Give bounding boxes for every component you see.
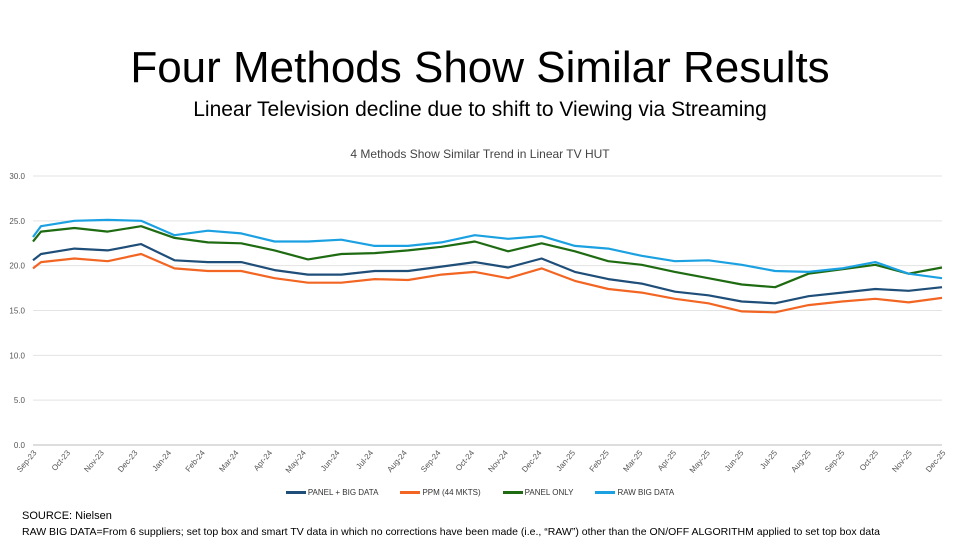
x-tick-label: Dec-25 xyxy=(924,448,948,474)
page-title: Four Methods Show Similar Results xyxy=(130,43,830,92)
legend-item: PPM (44 MKTS) xyxy=(400,488,481,497)
x-tick-label: Aug-25 xyxy=(789,448,813,474)
legend-label: RAW BIG DATA xyxy=(617,488,675,497)
legend-swatch xyxy=(502,491,523,494)
x-tick-label: Apr-24 xyxy=(252,448,275,473)
x-tick-label: Oct-25 xyxy=(858,448,881,473)
x-tick-label: Feb-25 xyxy=(588,448,612,474)
legend-item: PANEL + BIG DATA xyxy=(285,488,379,497)
x-tick-label: Nov-23 xyxy=(82,448,106,474)
legend-item: PANEL ONLY xyxy=(502,488,574,497)
y-tick-label: 5.0 xyxy=(14,396,26,405)
chart-title: 4 Methods Show Similar Trend in Linear T… xyxy=(350,147,610,161)
x-tick-label: Oct-23 xyxy=(50,448,73,473)
footnote-text: RAW BIG DATA=From 6 suppliers; set top b… xyxy=(22,526,880,538)
x-tick-label: Sep-25 xyxy=(823,448,847,474)
legend-item: RAW BIG DATA xyxy=(595,488,674,497)
legend-label: PPM (44 MKTS) xyxy=(422,488,481,497)
legend-label: PANEL ONLY xyxy=(524,488,574,497)
x-tick-label: Jun-25 xyxy=(723,448,746,473)
legend-label: PANEL + BIG DATA xyxy=(307,488,379,497)
x-tick-label: Jun-24 xyxy=(319,448,342,473)
source-text: SOURCE: Nielsen xyxy=(22,510,112,522)
x-tick-label: Mar-24 xyxy=(217,448,241,474)
legend: PANEL + BIG DATA PPM (44 MKTS) PANEL ONLY R… xyxy=(0,488,960,497)
x-tick-label: Aug-24 xyxy=(385,448,409,474)
legend-swatch xyxy=(400,491,421,494)
x-tick-label: Apr-25 xyxy=(656,448,679,473)
y-tick-label: 20.0 xyxy=(9,262,25,271)
legend-swatch xyxy=(285,491,306,494)
y-tick-label: 10.0 xyxy=(9,351,25,360)
page-subtitle: Linear Television decline due to shift t… xyxy=(193,98,767,121)
y-tick-label: 0.0 xyxy=(14,441,26,450)
x-tick-label: Sep-23 xyxy=(15,448,39,474)
x-tick-label: Jan-25 xyxy=(555,448,578,473)
x-tick-label: Jul-24 xyxy=(354,448,375,471)
y-tick-label: 25.0 xyxy=(9,217,25,226)
x-tick-label: Dec-23 xyxy=(116,448,140,474)
x-tick-label: Jan-24 xyxy=(151,448,174,473)
x-tick-label: Dec-24 xyxy=(520,448,544,474)
x-tick-label: Nov-25 xyxy=(890,448,914,474)
x-tick-label: Sep-24 xyxy=(419,448,443,474)
x-tick-label: Jul-25 xyxy=(758,448,779,471)
x-tick-label: Mar-25 xyxy=(621,448,645,474)
legend-swatch xyxy=(595,491,616,494)
x-tick-label: Nov-24 xyxy=(486,448,510,474)
series-line-raw-big-data xyxy=(32,218,943,280)
y-tick-label: 30.0 xyxy=(9,172,25,181)
x-tick-label: May-24 xyxy=(284,448,308,475)
x-tick-label: May-25 xyxy=(688,448,712,475)
y-tick-label: 15.0 xyxy=(9,307,25,316)
series-line-ppm-44-mkts- xyxy=(32,252,943,314)
x-tick-label: Feb-24 xyxy=(184,448,208,474)
x-tick-label: Oct-24 xyxy=(454,448,477,473)
